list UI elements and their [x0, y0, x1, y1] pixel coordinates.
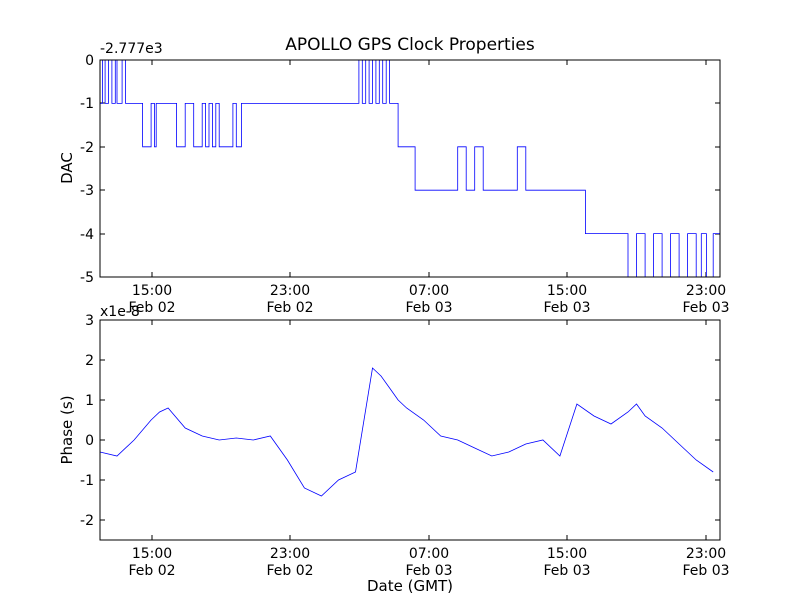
x-tick-time-label: 23:00	[270, 283, 310, 299]
x-tick-time-label: 23:00	[686, 283, 726, 299]
phase-series-line	[99, 367, 714, 497]
dac-plot-frame	[99, 59, 721, 278]
dac-series-line	[100, 59, 720, 278]
phase-offset-label: x1e-8	[100, 304, 140, 320]
x-tick-date-label: Feb 03	[682, 563, 729, 579]
y-tick-label: 0	[85, 53, 94, 69]
dac-panel: APOLLO GPS Clock Properties -2.777e3 DAC…	[58, 35, 730, 316]
x-tick-date-label: Feb 03	[405, 563, 452, 579]
phase-y-axis-label: Phase (s)	[58, 395, 76, 464]
dac-y-axis-label: DAC	[58, 152, 76, 184]
y-tick-label: -5	[80, 270, 94, 286]
y-tick-label: 3	[85, 313, 94, 329]
y-tick-label: 2	[85, 353, 94, 369]
x-tick-time-label: 07:00	[409, 283, 449, 299]
dac-offset-label: -2.777e3	[100, 41, 163, 57]
x-tick-date-label: Feb 02	[128, 300, 175, 316]
y-tick-label: 1	[85, 393, 94, 409]
x-tick-time-label: 15:00	[547, 283, 587, 299]
y-tick-label: -1	[80, 96, 94, 112]
x-tick-time-label: 15:00	[547, 546, 587, 562]
phase-plot-frame	[99, 319, 721, 541]
x-tick-date-label: Feb 02	[266, 300, 313, 316]
x-tick-time-label: 23:00	[270, 546, 310, 562]
y-tick-label: -4	[80, 227, 94, 243]
x-tick-time-label: 07:00	[409, 546, 449, 562]
phase-x-axis-label: Date (GMT)	[367, 577, 453, 595]
x-tick-date-label: Feb 03	[543, 300, 590, 316]
chart-title: APOLLO GPS Clock Properties	[285, 35, 535, 55]
x-tick-date-label: Feb 03	[405, 300, 452, 316]
phase-panel: x1e-8 Phase (s) Date (GMT) 3 2 1 0 -1 -2 15:00…	[58, 304, 730, 595]
x-tick-date-label: Feb 02	[266, 563, 313, 579]
y-tick-label: -2	[80, 140, 94, 156]
x-tick-time-label: 23:00	[686, 546, 726, 562]
y-tick-label: 0	[85, 433, 94, 449]
y-tick-label: -1	[80, 473, 94, 489]
x-tick-time-label: 15:00	[132, 283, 172, 299]
x-tick-date-label: Feb 02	[128, 563, 175, 579]
x-tick-time-label: 15:00	[132, 546, 172, 562]
y-tick-label: -3	[80, 183, 94, 199]
y-tick-label: -2	[80, 513, 94, 529]
x-tick-date-label: Feb 03	[682, 300, 729, 316]
x-tick-date-label: Feb 03	[543, 563, 590, 579]
